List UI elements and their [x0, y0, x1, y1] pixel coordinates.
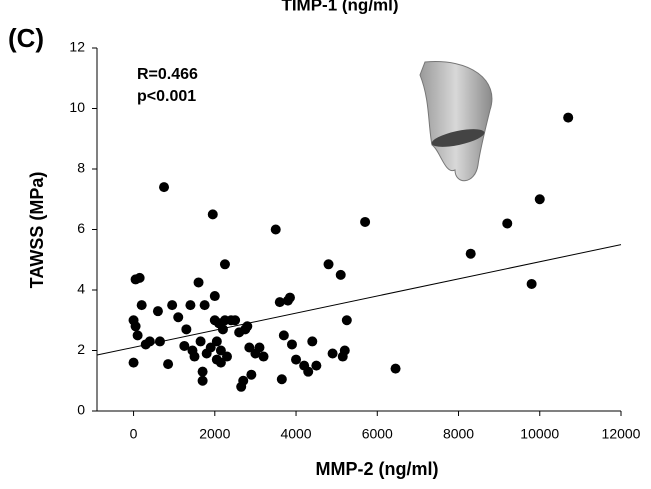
point: [209, 291, 220, 302]
panel-label: (C): [8, 23, 44, 53]
point: [211, 336, 222, 347]
point: [276, 374, 287, 385]
y-tick-label: 10: [69, 99, 85, 115]
point: [173, 312, 184, 323]
y-tick-label: 6: [77, 220, 85, 236]
point: [274, 297, 285, 308]
point: [185, 300, 196, 311]
point: [465, 248, 476, 259]
point: [303, 366, 314, 377]
point: [195, 336, 206, 347]
point: [221, 351, 232, 362]
header-text: TIMP-1 (ng/ml): [281, 0, 398, 14]
x-tick-label: 0: [130, 426, 138, 442]
point: [327, 348, 338, 359]
x-tick-label: 8000: [443, 426, 474, 442]
y-axis-title: TAWSS (MPa): [27, 172, 47, 289]
point: [307, 336, 318, 347]
point: [242, 321, 253, 332]
point: [502, 218, 513, 229]
point: [258, 351, 269, 362]
inset-vessel: [419, 61, 493, 182]
point: [134, 272, 145, 283]
point: [323, 259, 334, 270]
point: [207, 209, 218, 220]
point: [284, 292, 295, 303]
point: [278, 330, 289, 341]
point: [291, 354, 302, 365]
point: [136, 300, 147, 311]
x-tick-label: 6000: [362, 426, 393, 442]
point: [199, 300, 210, 311]
y-tick-label: 0: [77, 402, 85, 418]
x-tick-label: 4000: [280, 426, 311, 442]
point: [270, 224, 281, 235]
x-tick-label: 12000: [602, 426, 641, 442]
y-tick-label: 8: [77, 160, 85, 176]
point: [563, 112, 574, 123]
point: [534, 194, 545, 205]
y-tick-label: 12: [69, 39, 85, 55]
point: [163, 359, 174, 370]
point: [337, 351, 348, 362]
annotation: R=0.466: [137, 66, 198, 83]
point: [311, 360, 322, 371]
point: [197, 375, 208, 386]
point: [238, 375, 249, 386]
point: [215, 345, 226, 356]
point: [341, 315, 352, 326]
point: [360, 216, 371, 227]
y-tick-label: 4: [77, 281, 85, 297]
annotation: p<0.001: [137, 88, 196, 105]
trend-line: [96, 244, 622, 356]
point: [193, 277, 204, 288]
point: [219, 259, 230, 270]
point: [132, 330, 143, 341]
point: [526, 278, 537, 289]
point: [181, 324, 192, 335]
y-tick-label: 2: [77, 341, 85, 357]
point: [246, 369, 257, 380]
x-tick-label: 10000: [520, 426, 559, 442]
point: [154, 336, 165, 347]
point: [189, 351, 200, 362]
point: [130, 321, 141, 332]
point: [286, 339, 297, 350]
point: [215, 357, 226, 368]
point: [217, 324, 228, 335]
point: [335, 269, 346, 280]
point: [244, 342, 255, 353]
point: [205, 342, 216, 353]
point: [197, 366, 208, 377]
point: [144, 336, 155, 347]
point: [390, 363, 401, 374]
x-tick-label: 2000: [199, 426, 230, 442]
point: [254, 342, 265, 353]
point: [159, 182, 170, 193]
point: [230, 315, 241, 326]
point: [128, 357, 139, 368]
point: [179, 340, 190, 351]
point: [167, 300, 178, 311]
x-axis-title: MMP-2 (ng/ml): [316, 459, 439, 479]
point: [152, 306, 163, 317]
